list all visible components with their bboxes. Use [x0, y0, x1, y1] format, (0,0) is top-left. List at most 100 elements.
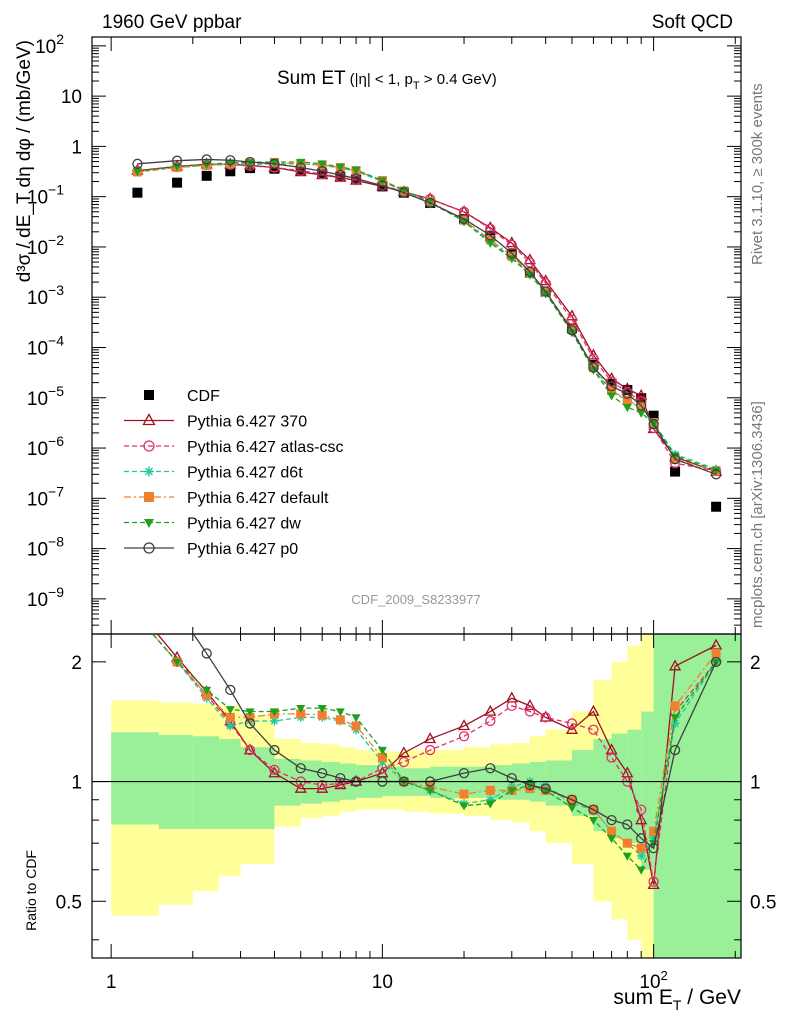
- ratio-point: [485, 800, 495, 809]
- ratio-point: [377, 752, 387, 762]
- ratio-point: [670, 714, 680, 723]
- ratio-point: [565, 722, 579, 734]
- ratio-point: [459, 802, 469, 811]
- ratio-point: [335, 708, 345, 717]
- data-point: [350, 173, 362, 184]
- ratio-point: [377, 757, 387, 767]
- data-point: [171, 155, 183, 166]
- ratio-point: [622, 838, 632, 848]
- ratio-point: [317, 779, 328, 791]
- data-point: [505, 236, 518, 248]
- ratio-point: [636, 866, 646, 875]
- y-tick-label: 10−9: [27, 584, 64, 611]
- data-point: [670, 466, 681, 477]
- ratio-point: [587, 704, 600, 716]
- ratio-point: [425, 782, 435, 792]
- ratio-point: [485, 763, 496, 774]
- y-tick-label-exponent: −1: [48, 182, 64, 198]
- data-point: [588, 366, 598, 375]
- data-point: [485, 239, 495, 248]
- y-tick-label: 10: [61, 87, 82, 108]
- data-point: [506, 239, 517, 251]
- legend-label: CDF: [187, 388, 220, 405]
- ratio-point: [335, 772, 346, 784]
- ratio-point: [636, 804, 647, 815]
- data-point: [132, 187, 143, 198]
- ratio-point: [296, 709, 306, 719]
- ratio-point: [296, 704, 306, 714]
- legend-marker: [142, 413, 156, 426]
- legend-item: Pythia 6.427 d6t: [124, 465, 303, 482]
- x-axis-label-sub: T: [673, 997, 682, 1013]
- ratio-point: [202, 686, 212, 695]
- plot-title: Sum ET (|η| < 1, pT > 0.4 GeV): [277, 68, 497, 92]
- ratio-point: [268, 766, 281, 778]
- ratio-point: [397, 746, 410, 758]
- band-green-segment: [219, 738, 241, 829]
- band-green-segment: [240, 747, 275, 829]
- ratio-point: [317, 710, 327, 720]
- band-green-segment: [627, 729, 642, 844]
- ratio-point: [711, 648, 721, 658]
- ratio-point: [317, 704, 327, 714]
- ratio-point: [457, 719, 471, 731]
- ratio-point: [485, 715, 496, 727]
- legend-item: Pythia 6.427 default: [124, 490, 329, 507]
- band-green-segment: [192, 736, 220, 829]
- data-point: [172, 177, 183, 188]
- ratio-point: [245, 708, 255, 717]
- legend-label: Pythia 6.427 default: [187, 490, 329, 507]
- data-point: [317, 160, 327, 169]
- ratio-point: [225, 712, 235, 722]
- ratio-point: [648, 876, 659, 887]
- ratio-point: [225, 721, 235, 731]
- data-point: [622, 388, 633, 399]
- ratio-point: [635, 813, 648, 825]
- legend-marker: [144, 519, 154, 528]
- data-point: [485, 230, 496, 241]
- data-point: [244, 156, 256, 168]
- band-green-segment: [111, 732, 159, 825]
- header-energy-label: 1960 GeV ppbar: [102, 12, 242, 33]
- ratio-point: [294, 781, 307, 793]
- x-axis-label-main: sum E: [613, 986, 673, 1009]
- ratio-point: [484, 704, 497, 716]
- data-point: [636, 402, 646, 412]
- ratio-point: [424, 744, 436, 756]
- legend-marker: [143, 440, 155, 452]
- ratio-line: [192, 634, 717, 850]
- ratio-y-axis-label: Ratio to CDF: [23, 850, 39, 931]
- ratio-point: [269, 744, 280, 756]
- data-point: [607, 392, 617, 401]
- data-point: [317, 168, 328, 179]
- legend-marker: [144, 466, 154, 477]
- ratio-point: [335, 715, 345, 725]
- ratio-point: [316, 781, 329, 793]
- ratio-point: [507, 787, 517, 796]
- ratio-point: [607, 826, 617, 836]
- data-point: [622, 384, 633, 395]
- ratio-y-tick-label-left: 2: [71, 653, 82, 674]
- ratio-point: [317, 767, 328, 779]
- y-tick-label-exponent: −8: [48, 534, 64, 550]
- data-point: [458, 213, 470, 225]
- ratio-point: [269, 708, 279, 717]
- ratio-point: [245, 712, 255, 722]
- y-tick-label-exponent: 2: [56, 31, 64, 47]
- y-tick-label-exponent: −3: [48, 282, 64, 298]
- legend-item: Pythia 6.427 dw: [124, 516, 301, 533]
- ratio-point: [244, 744, 256, 756]
- ratio-point: [485, 785, 495, 795]
- data-point: [132, 158, 143, 169]
- ratio-point: [636, 851, 646, 861]
- data-point: [635, 388, 648, 400]
- ratio-point: [485, 795, 495, 805]
- data-point: [566, 325, 578, 336]
- data-point: [648, 410, 659, 421]
- ratio-point: [524, 779, 536, 791]
- ratio-point: [201, 648, 212, 659]
- data-point: [622, 395, 632, 405]
- plot-title-cut-sub: T: [413, 80, 420, 92]
- data-point: [541, 290, 551, 299]
- ratio-point: [243, 743, 257, 755]
